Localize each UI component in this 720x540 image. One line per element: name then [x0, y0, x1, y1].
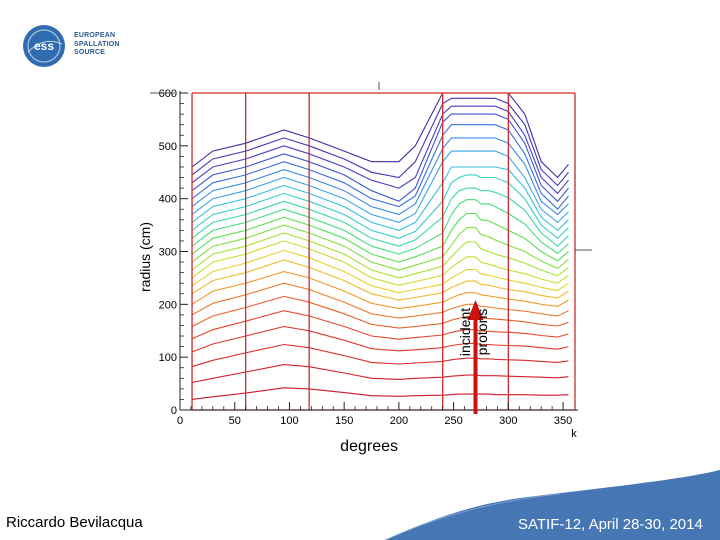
- footer-wave-line: [384, 493, 561, 540]
- contour-line-14: [191, 240, 569, 286]
- contour-line-5: [191, 137, 569, 216]
- contour-line-16: [191, 259, 569, 301]
- x-tick-label: 0: [177, 415, 183, 427]
- y-tick-label: 400: [159, 194, 177, 206]
- corner-label: k: [571, 428, 577, 440]
- x-tick-label: 150: [335, 415, 353, 427]
- x-tick-label: 250: [444, 415, 462, 427]
- proton-arrow-head: [467, 300, 484, 320]
- logo-mark-text: ess: [34, 39, 54, 53]
- contour-line-21: [191, 325, 569, 353]
- conference-label: SATIF-12, April 28-30, 2014: [518, 516, 703, 533]
- contour-line-1: [191, 97, 569, 187]
- contour-line-7: [191, 166, 569, 232]
- y-tick-label: 100: [159, 352, 177, 364]
- contour-line-4: [191, 124, 569, 211]
- x-axis-label: degrees: [340, 438, 398, 455]
- x-tick-label: 200: [390, 415, 408, 427]
- logo-wordmark: EUROPEAN SPALLATION SOURCE: [74, 32, 120, 58]
- contour-line-6: [191, 150, 569, 224]
- incident-protons-annotation: incident protons: [457, 300, 490, 414]
- logo-line-2: SPALLATION: [74, 40, 120, 48]
- contour-line-11: [191, 212, 569, 263]
- contour-line-8: [191, 174, 569, 240]
- contour-line-10: [191, 199, 569, 255]
- contour-line-19: [191, 295, 569, 329]
- contour-lines: [191, 92, 569, 400]
- logo-line-1: EUROPEAN: [74, 32, 116, 39]
- y-axis-label: radius (cm): [137, 222, 153, 292]
- logo-line-3: SOURCE: [74, 49, 106, 56]
- y-tick-label: 0: [171, 405, 177, 417]
- contour-line-12: [191, 224, 569, 271]
- contour-line-15: [191, 249, 569, 294]
- ess-logo: ess: [22, 22, 122, 74]
- contour-line-3: [191, 113, 569, 203]
- contour-line-22: [191, 343, 569, 368]
- contour-line-20: [191, 310, 569, 340]
- contour-line-9: [191, 187, 569, 247]
- contour-line-24: [191, 387, 569, 400]
- x-tick-label: 100: [280, 415, 298, 427]
- author-label: Riccardo Bevilacqua: [6, 514, 143, 531]
- contour-line-2: [191, 105, 569, 195]
- tick-labels: 0 50 100 150 200 250 300 350 0 100 200 300 400 500 600: [159, 88, 573, 427]
- x-tick-label: 50: [229, 415, 241, 427]
- annotation-line-1: incident: [457, 308, 473, 356]
- x-tick-label: 300: [499, 415, 517, 427]
- y-tick-label: 300: [159, 247, 177, 259]
- contour-line-23: [191, 364, 569, 384]
- footer-wave-shape: [385, 470, 720, 540]
- x-tick-label: 350: [554, 415, 572, 427]
- contour-line-17: [191, 271, 569, 310]
- contour-line-18: [191, 282, 569, 319]
- y-tick-label: 200: [159, 299, 177, 311]
- ess-logo-mark: ess: [23, 25, 65, 67]
- y-tick-label: 500: [159, 141, 177, 153]
- annotation-line-2: protons: [474, 309, 490, 356]
- contour-line-13: [191, 232, 569, 279]
- y-tick-label: 600: [159, 88, 177, 100]
